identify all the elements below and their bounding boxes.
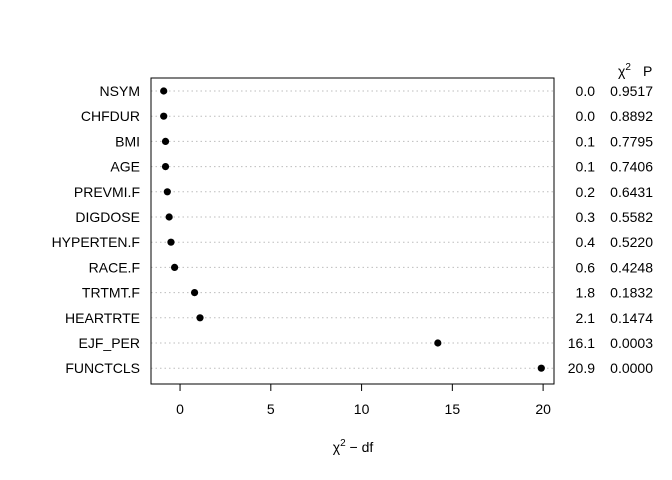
row-label: NSYM: [100, 83, 140, 99]
p-value: 0.4248: [610, 259, 653, 275]
row-labels: NSYM CHFDUR BMI AGE PREVMI.F DIGDOSE HYPERTEN.…: [52, 83, 140, 376]
data-point: [161, 163, 170, 171]
chi-square-value: 0.6: [576, 259, 596, 275]
p-value: 0.7406: [610, 159, 653, 175]
row-label: HEARTRTE: [65, 310, 140, 326]
column-header-chi-square: χ2: [618, 62, 631, 79]
chi-square-values: 0.0 0.0 0.1 0.1 0.2 0.3 0.4 0.6 1.8 2.1 16.1 20.9: [568, 83, 595, 376]
row-label: FUNCTCLS: [65, 360, 140, 376]
chi-square-value: 0.1: [576, 159, 596, 175]
p-values: 0.9517 0.8892 0.7795 0.7406 0.6431 0.5582 0.52…: [610, 83, 653, 376]
x-axis-title-superscript: 2: [340, 438, 346, 449]
chi-square-value: 0.4: [576, 234, 596, 250]
chi-square-value: 0.3: [576, 209, 596, 225]
p-value: 0.0003: [610, 335, 653, 351]
p-value: 0.1832: [610, 285, 653, 301]
x-axis: 0 5 10 15 20: [176, 384, 551, 417]
p-value: 0.9517: [610, 83, 653, 99]
column-header-chi-symbol: χ: [618, 63, 626, 79]
data-point: [196, 314, 204, 322]
grid-lines: [151, 90, 554, 369]
data-point: [167, 238, 175, 246]
data-point: [163, 188, 171, 196]
chi-square-value: 16.1: [568, 335, 595, 351]
row-label: AGE: [110, 159, 140, 175]
p-value: 0.0000: [610, 360, 653, 376]
data-point: [160, 112, 168, 120]
row-label: CHFDUR: [81, 108, 140, 124]
p-value: 0.8892: [610, 108, 653, 124]
data-point: [160, 87, 168, 95]
data-point: [537, 364, 545, 372]
chi-square-value: 0.2: [576, 184, 596, 200]
row-label: TRTMT.F: [82, 285, 140, 301]
p-value: 0.7795: [610, 133, 653, 149]
data-point: [190, 289, 199, 297]
row-label: HYPERTEN.F: [52, 234, 140, 250]
x-axis-title: χ2 − df: [333, 438, 374, 455]
x-tick-label: 20: [535, 401, 551, 417]
plot-frame: [150, 77, 555, 385]
row-label: BMI: [115, 133, 140, 149]
chi-square-value: 0.0: [576, 108, 596, 124]
p-value: 0.5582: [610, 209, 653, 225]
p-value: 0.6431: [610, 184, 653, 200]
chi-square-value: 0.1: [576, 133, 596, 149]
x-tick-label: 5: [267, 401, 275, 417]
chi-square-value: 2.1: [576, 310, 596, 326]
data-point: [161, 137, 170, 145]
row-label: RACE.F: [89, 259, 140, 275]
row-label: PREVMI.F: [74, 184, 140, 200]
row-label: DIGDOSE: [75, 209, 140, 225]
chi-square-value: 20.9: [568, 360, 595, 376]
p-value: 0.5220: [610, 234, 653, 250]
chi-square-value: 1.8: [576, 285, 596, 301]
x-tick-label: 15: [445, 401, 461, 417]
x-axis-title-rest: − df: [346, 439, 374, 455]
column-header-p: P: [643, 63, 652, 79]
x-tick-label: 10: [354, 401, 370, 417]
data-point: [170, 263, 179, 271]
data-point: [434, 339, 442, 347]
column-header-chi-superscript: 2: [625, 62, 631, 73]
p-value: 0.1474: [610, 310, 653, 326]
x-tick-label: 0: [176, 401, 184, 417]
row-label: EJF_PER: [79, 335, 140, 351]
chi-square-value: 0.0: [576, 83, 596, 99]
data-points: [160, 87, 545, 372]
data-point: [165, 213, 173, 221]
x-axis-title-chi-symbol: χ: [333, 439, 341, 455]
